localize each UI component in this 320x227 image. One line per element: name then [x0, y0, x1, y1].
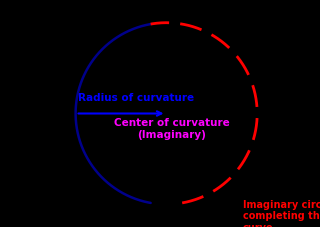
Text: Imaginary circle
completing the
curve: Imaginary circle completing the curve: [243, 200, 320, 227]
Text: Radius of curvature: Radius of curvature: [78, 94, 194, 104]
Text: Center of curvature
(Imaginary): Center of curvature (Imaginary): [114, 118, 229, 140]
